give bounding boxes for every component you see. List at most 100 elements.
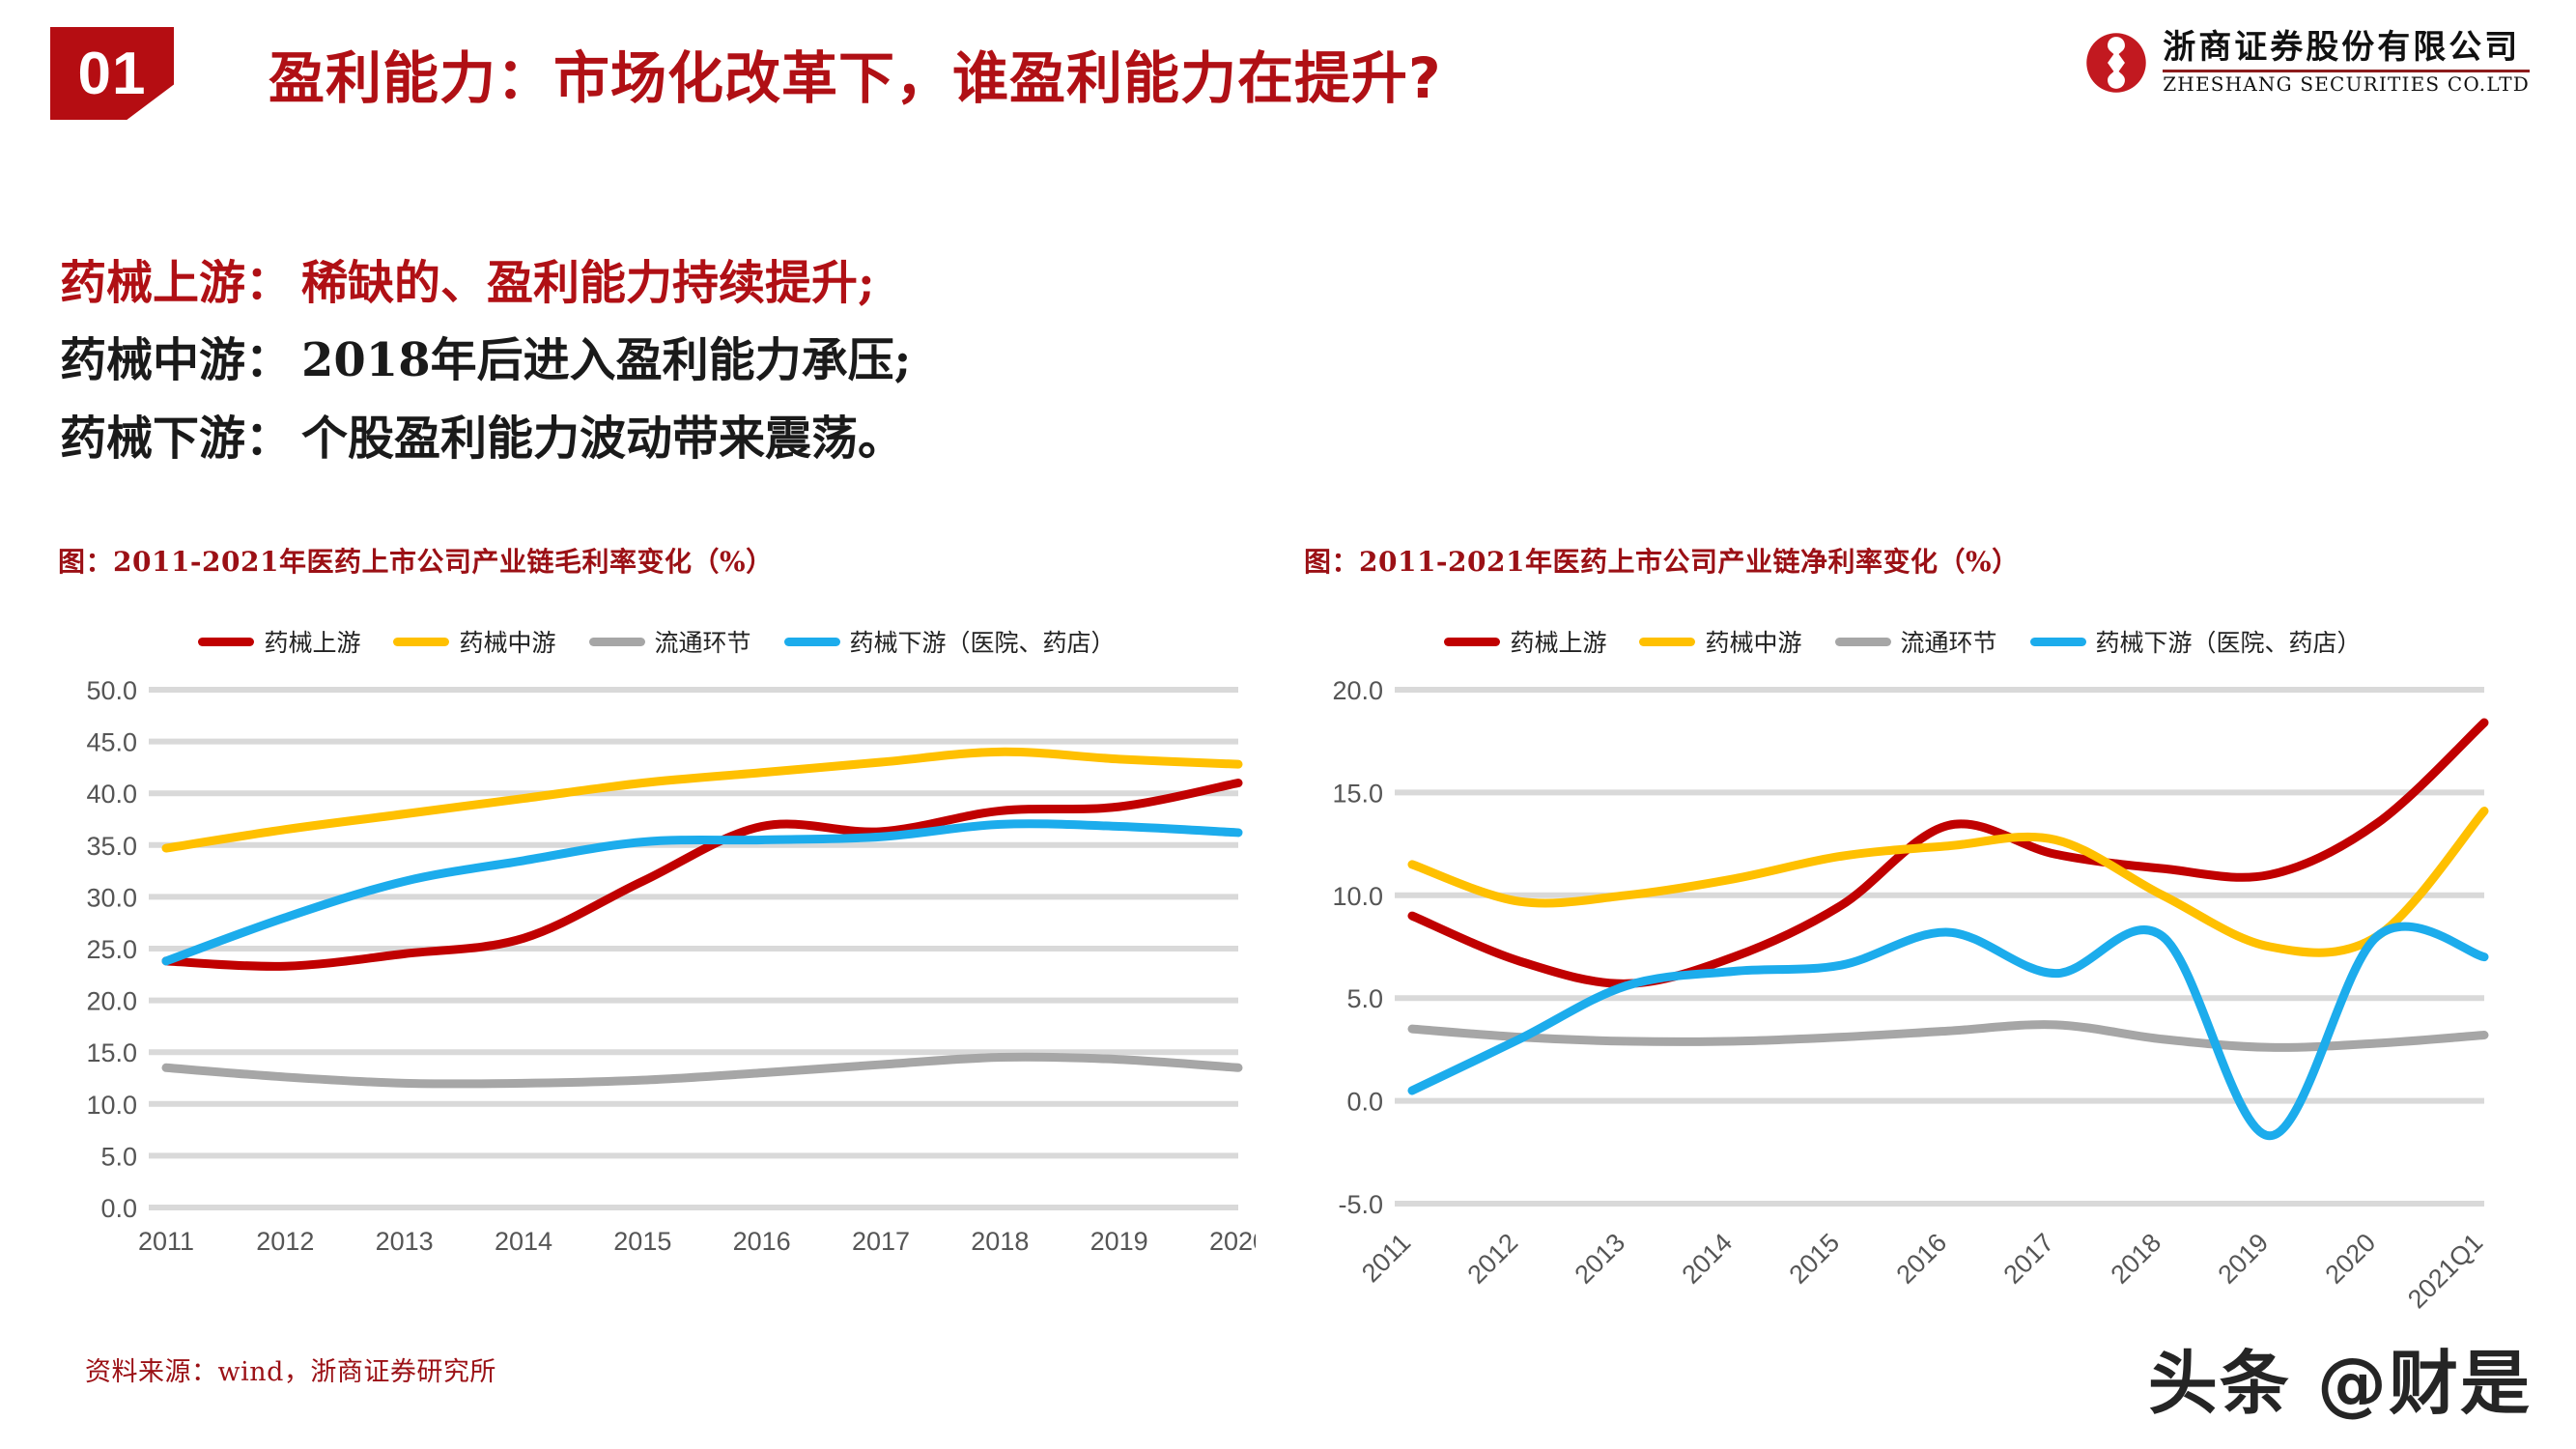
legend-label: 药械上游 (264, 629, 361, 657)
y-axis-tick-label: 20.0 (86, 987, 137, 1016)
y-axis-tick-label: 5.0 (100, 1142, 137, 1171)
zheshang-securities-logo-icon (2086, 33, 2146, 93)
x-axis-tick-label: 2017 (852, 1227, 910, 1256)
legend-swatch-icon (198, 637, 255, 646)
bullet-upstream: 药械上游： 稀缺的、盈利能力持续提升; (60, 253, 1895, 313)
legend-item[interactable]: 药械下游（医院、药店） (2029, 624, 2362, 659)
y-axis-tick-label: 0.0 (1346, 1088, 1383, 1117)
bullet-midstream-lead: 药械中游： (60, 333, 293, 388)
legend-label: 药械上游 (1510, 629, 1607, 657)
x-axis-tick-label: 2012 (256, 1227, 314, 1256)
section-number-badge: 01 (50, 27, 174, 120)
x-axis-tick-label: 2012 (1462, 1228, 1524, 1290)
net-margin-panel: 图：2011-2021年医药上市公司产业链净利率变化（%） 药械上游 药械中游 流通… (1304, 541, 2502, 1343)
x-axis-tick-label: 2018 (2106, 1228, 2167, 1290)
brand-divider (2163, 69, 2530, 72)
x-axis-tick-label: 2015 (1784, 1228, 1846, 1290)
brand-logo: 浙商证券股份有限公司 ZHESHANG SECURITIES CO.LTD (2085, 28, 2530, 96)
y-axis-tick-label: 50.0 (86, 676, 137, 705)
legend-item[interactable]: 药械下游（医院、药店） (783, 624, 1116, 659)
x-axis-tick-label: 2013 (1570, 1228, 1631, 1290)
legend-label: 流通环节 (654, 629, 751, 657)
page-header: 01 盈利能力：市场化改革下，谁盈利能力在提升? 浙商证券股份有限公司 ZHES… (0, 0, 2576, 164)
legend-label: 药械下游（医院、药店） (849, 629, 1116, 657)
y-axis-tick-label: 15.0 (86, 1038, 137, 1067)
legend-item[interactable]: 流通环节 (1834, 624, 1997, 659)
bullet-upstream-text: 稀缺的、盈利能力持续提升; (301, 256, 875, 310)
y-axis-tick-label: 10.0 (1332, 882, 1383, 911)
legend-swatch-icon (2029, 637, 2086, 646)
legend-item[interactable]: 药械中游 (393, 624, 556, 659)
legend-label: 药械中游 (459, 629, 556, 657)
legend-swatch-icon (783, 637, 840, 646)
x-axis-tick-label: 2020 (2320, 1228, 2382, 1290)
y-axis-tick-label: 0.0 (100, 1194, 137, 1223)
legend-swatch-icon (1444, 637, 1501, 646)
y-axis-tick-label: 15.0 (1332, 779, 1383, 808)
x-axis-tick-label: 2014 (495, 1227, 552, 1256)
legend-label: 流通环节 (1900, 629, 1997, 657)
legend-swatch-icon (1639, 637, 1696, 646)
x-axis-tick-label: 2021Q1 (2402, 1228, 2488, 1314)
gross-margin-chart-title: 图：2011-2021年医药上市公司产业链毛利率变化（%） (58, 546, 774, 578)
legend-swatch-icon (393, 637, 450, 646)
y-axis-tick-label: -5.0 (1338, 1190, 1383, 1219)
x-axis-tick-label: 2018 (971, 1227, 1029, 1256)
y-axis-tick-label: 20.0 (1332, 676, 1383, 705)
y-axis-tick-label: 5.0 (1346, 984, 1383, 1013)
gross-margin-plot-area: 0.0 5.0 10.0 15.0 20.0 25.0 30.0 35.0 40.0 45.0 50… (58, 672, 1256, 1291)
x-axis-tick-label: 2015 (613, 1227, 671, 1256)
x-axis-tick-label: 2017 (1998, 1228, 2060, 1290)
legend-item[interactable]: 流通环节 (588, 624, 751, 659)
series-line (1407, 807, 2489, 957)
brand-name-cn: 浙商证券股份有限公司 (2163, 28, 2521, 67)
series-line (161, 747, 1243, 853)
gross-margin-chart: 0.0 5.0 10.0 15.0 20.0 25.0 30.0 35.0 40.0 45.0 50… (86, 676, 1256, 1256)
series-line (161, 819, 1243, 966)
legend-swatch-icon (1834, 637, 1891, 646)
legend-item[interactable]: 药械上游 (1444, 624, 1606, 659)
series-line (161, 1052, 1243, 1089)
y-axis-tick-label: 10.0 (86, 1091, 137, 1120)
brand-name-en: ZHESHANG SECURITIES CO.LTD (2163, 71, 2530, 96)
net-margin-chart-title: 图：2011-2021年医药上市公司产业链净利率变化（%） (1304, 546, 2020, 578)
watermark: 头条 @财是 (2147, 1343, 2532, 1424)
x-axis-tick-label: 2019 (2213, 1228, 2275, 1290)
legend-label: 药械中游 (1705, 629, 1802, 657)
x-axis-tick-label: 2020 (1209, 1227, 1256, 1256)
y-axis-tick-label: 30.0 (86, 883, 137, 912)
summary-bullets: 药械上游： 稀缺的、盈利能力持续提升; 药械中游： 2018年后进入盈利能力承压; … (60, 253, 1895, 486)
series-line (161, 778, 1243, 971)
bullet-downstream-text: 个股盈利能力波动带来震荡。 (301, 411, 905, 466)
y-axis-tick-label: 40.0 (86, 780, 137, 809)
gross-margin-panel: 图：2011-2021年医药上市公司产业链毛利率变化（%） 药械上游 药械中游 流通… (58, 541, 1256, 1343)
x-axis-tick-label: 2013 (376, 1227, 434, 1256)
bullet-midstream: 药械中游： 2018年后进入盈利能力承压; (60, 330, 1895, 390)
net-margin-legend: 药械上游 药械中游 流通环节 药械下游（医院、药店） (1304, 624, 2502, 659)
bullet-midstream-text: 2018年后进入盈利能力承压; (301, 333, 912, 388)
y-axis-tick-label: 25.0 (86, 935, 137, 964)
y-axis-tick-label: 35.0 (86, 832, 137, 861)
x-axis-tick-label: 2016 (1891, 1228, 1953, 1290)
y-axis-tick-label: 45.0 (86, 728, 137, 757)
bullet-downstream-lead: 药械下游： (60, 411, 293, 466)
bullet-upstream-lead: 药械上游： (60, 256, 293, 310)
bullet-downstream: 药械下游： 个股盈利能力波动带来震荡。 (60, 409, 1895, 469)
x-axis-tick-label: 2019 (1090, 1227, 1148, 1256)
net-margin-chart: -5.0 0.0 5.0 10.0 15.0 20.0 2011 2012 2013 2014 20… (1332, 676, 2489, 1314)
x-axis-tick-label: 2011 (1356, 1228, 1416, 1288)
legend-item[interactable]: 药械中游 (1639, 624, 1802, 659)
legend-swatch-icon (588, 637, 645, 646)
x-axis-tick-label: 2014 (1677, 1228, 1739, 1290)
source-note: 资料来源：wind，浙商证券研究所 (85, 1357, 496, 1387)
series-line (1407, 922, 2489, 1141)
x-axis-tick-label: 2016 (733, 1227, 791, 1256)
legend-label: 药械下游（医院、药店） (2095, 629, 2362, 657)
legend-item[interactable]: 药械上游 (198, 624, 360, 659)
series-line (1407, 718, 2489, 988)
net-margin-plot-area: -5.0 0.0 5.0 10.0 15.0 20.0 2011 2012 2013 2014 20… (1304, 672, 2502, 1368)
series-line (1407, 1020, 2489, 1052)
page-title: 盈利能力：市场化改革下，谁盈利能力在提升? (269, 45, 1442, 111)
x-axis-tick-label: 2011 (138, 1227, 194, 1256)
gross-margin-legend: 药械上游 药械中游 流通环节 药械下游（医院、药店） (58, 624, 1256, 659)
